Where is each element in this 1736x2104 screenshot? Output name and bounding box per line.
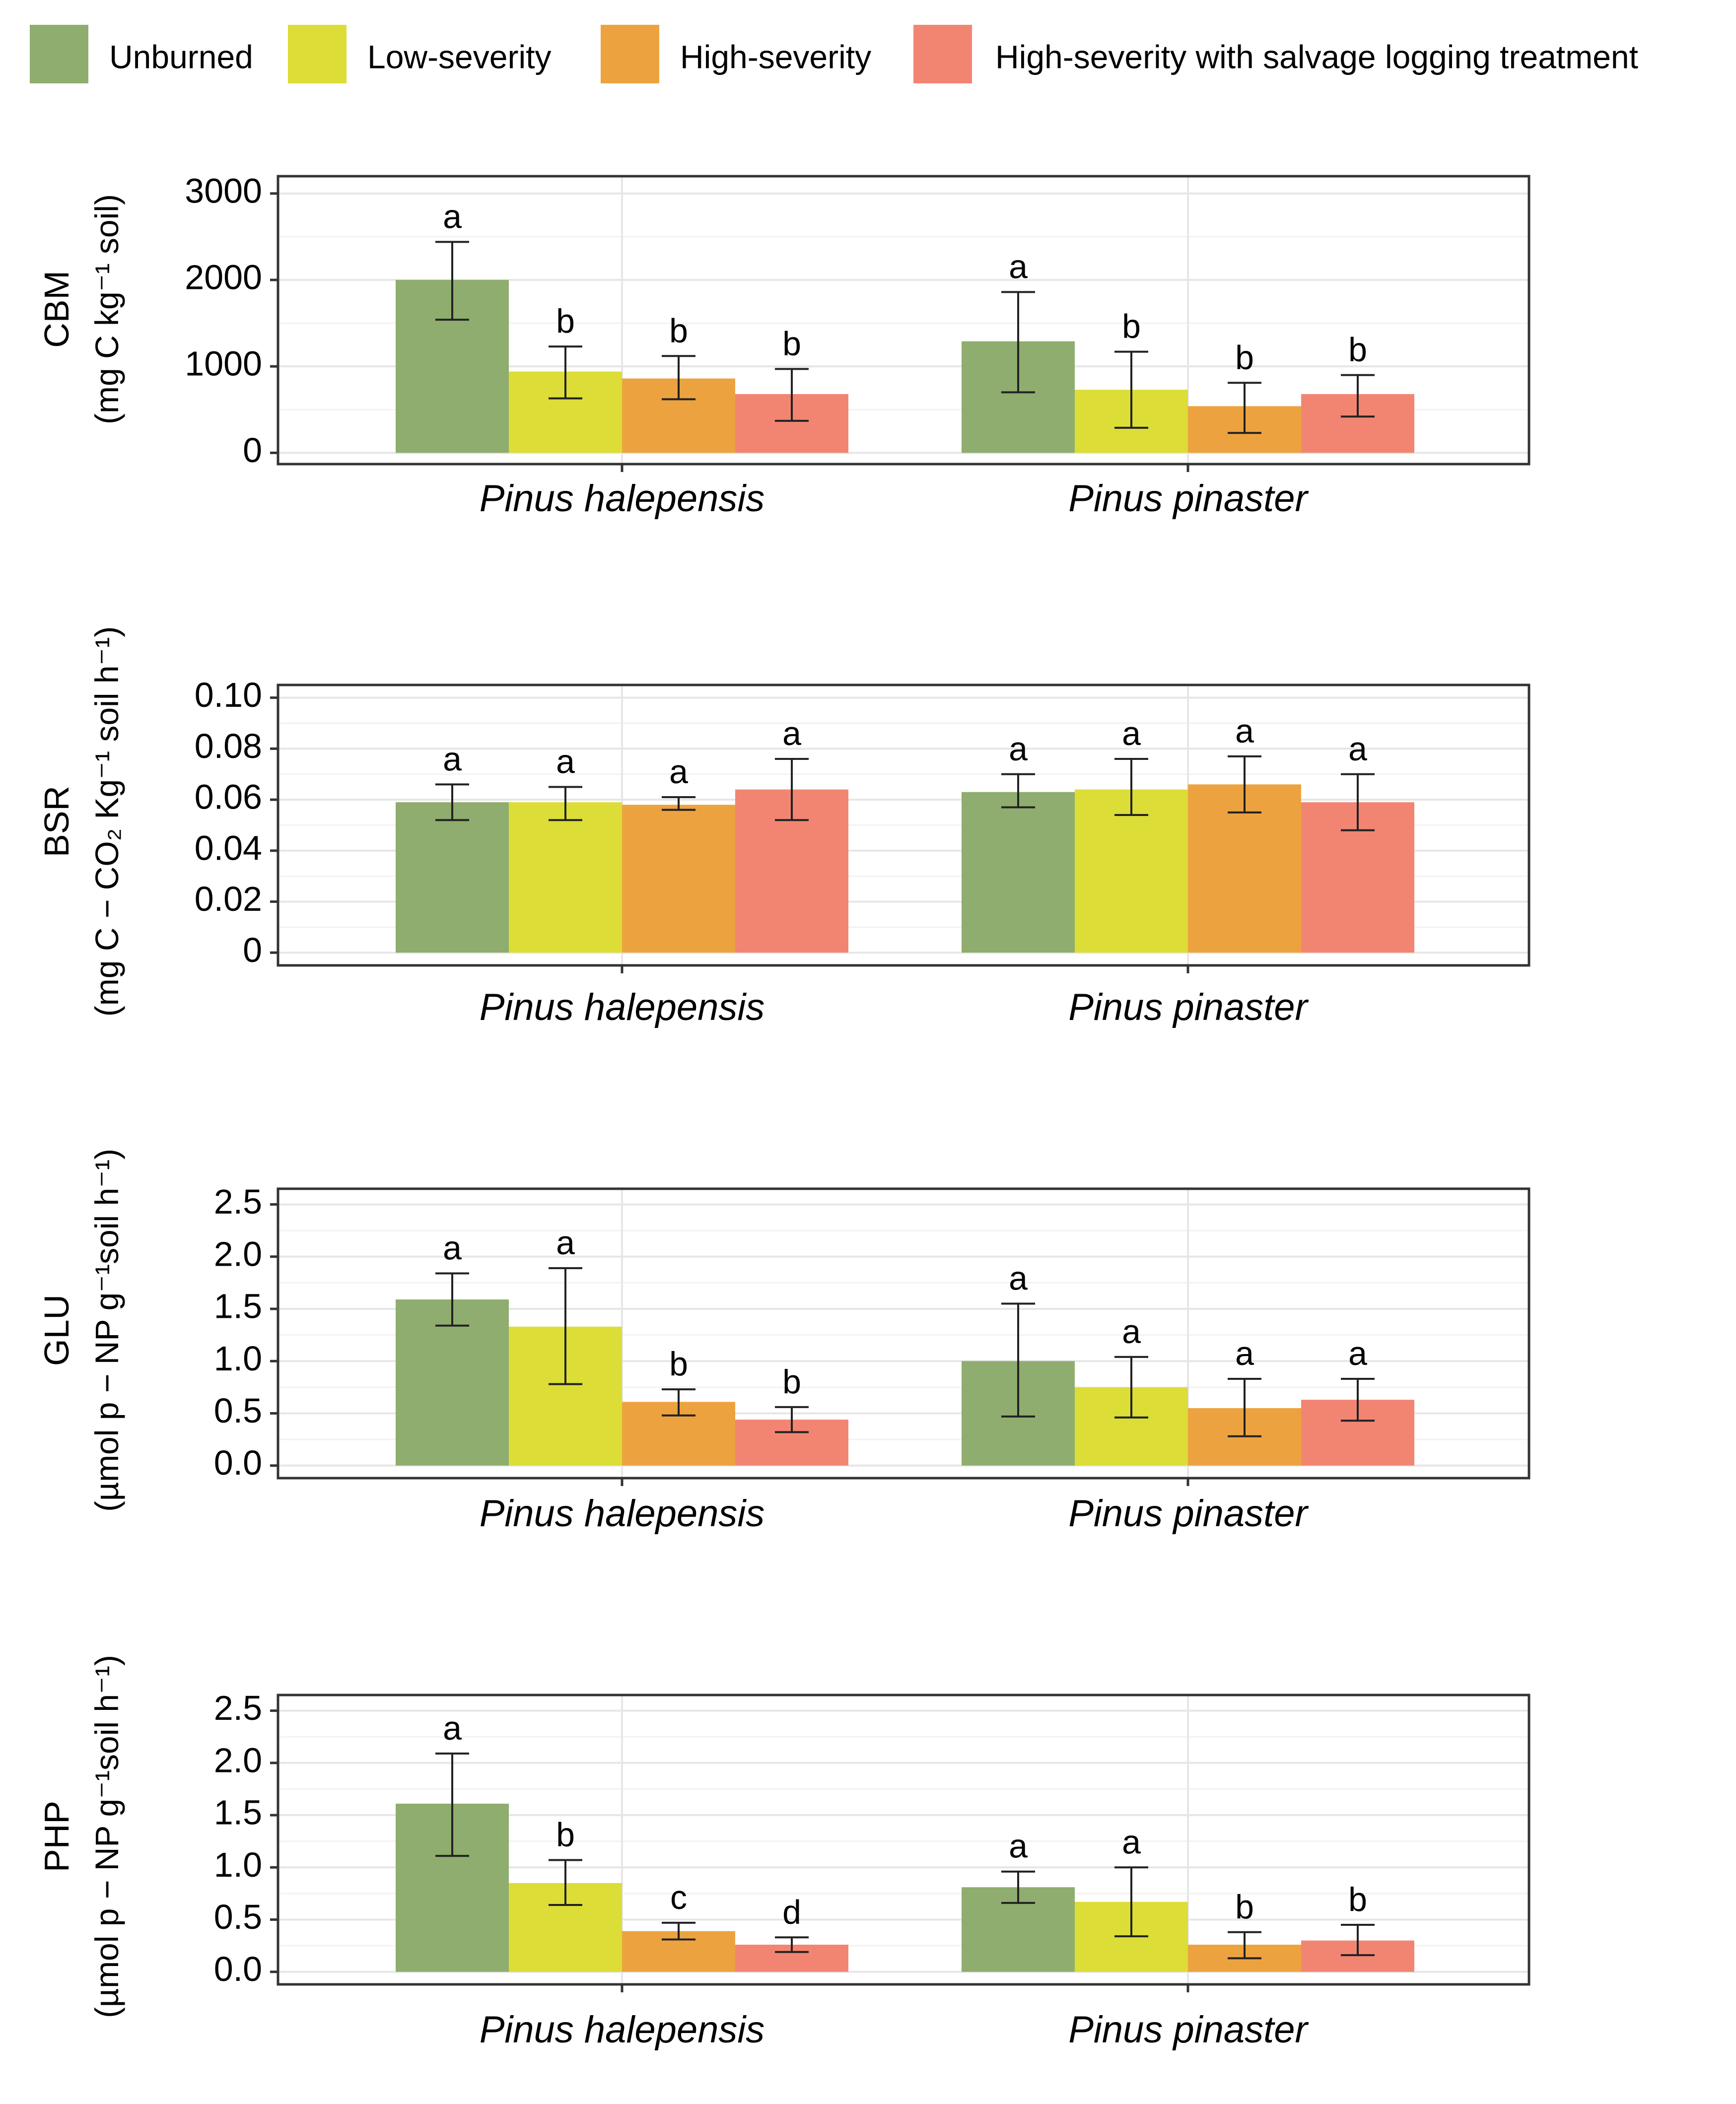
x-category-label: Pinus pinaster <box>1068 2009 1309 2051</box>
significance-letter: a <box>443 1709 462 1747</box>
y-tick-label: 3000 <box>185 171 262 210</box>
significance-letter: a <box>782 715 801 752</box>
significance-letter: b <box>782 325 801 362</box>
bar-bsr-unburned-pinus-pinaster <box>962 792 1075 953</box>
panel-cbm: a a b b b b b b 0 1000 2000 3000 Pinus halepensis Pin… <box>37 171 1530 520</box>
significance-letter: a <box>556 1224 575 1262</box>
y-axis-unit: (µmol p − NP g⁻¹soil h⁻¹) <box>88 1655 125 2018</box>
y-axis-unit: (mg C kg⁻¹ soil) <box>88 194 125 424</box>
significance-letter: a <box>443 1229 462 1267</box>
legend-label-high-severity: High-severity <box>680 38 871 75</box>
x-category-label: Pinus halepensis <box>480 2009 765 2051</box>
bar-glu-unburned-pinus-halepensis <box>396 1299 509 1466</box>
y-tick-label: 1.5 <box>214 1793 262 1832</box>
significance-letter: b <box>556 1816 575 1854</box>
significance-letter: c <box>670 1879 687 1916</box>
y-tick-label: 0.08 <box>195 727 262 765</box>
bar-bsr-unburned-pinus-halepensis <box>396 802 509 953</box>
significance-letter: d <box>782 1893 801 1931</box>
y-tick-label: 2.5 <box>214 1689 262 1727</box>
panel-bsr: a a a a a a a a 0 0.02 0.04 0.06 0.08 0.10 Pinus halep… <box>37 626 1530 1028</box>
panel-border <box>277 1187 1530 1480</box>
significance-letter: a <box>1009 730 1028 768</box>
x-category-label: Pinus halepensis <box>480 1493 765 1535</box>
y-tick-label: 0.0 <box>214 1443 262 1482</box>
y-tick-label: 2.5 <box>214 1182 262 1221</box>
y-tick-label: 1000 <box>185 344 262 383</box>
significance-letter: a <box>1122 1313 1141 1351</box>
y-axis-title: BSR <box>37 786 76 857</box>
chart-panels: a a b b b b b b 0 1000 2000 3000 Pinus halepensis Pin… <box>37 171 1530 2051</box>
y-tick-label: 0.5 <box>214 1391 262 1430</box>
significance-letter: b <box>1122 308 1141 345</box>
significance-letter: a <box>556 743 575 780</box>
legend-swatch-high-severity-with-salvage-logging-treatment <box>913 25 972 83</box>
significance-letter: a <box>1235 712 1254 750</box>
legend-label-unburned: Unburned <box>109 38 253 75</box>
x-category-label: Pinus halepensis <box>480 477 765 520</box>
significance-letter: b <box>1235 339 1254 376</box>
y-axis-title: PHP <box>37 1801 76 1872</box>
y-axis-unit: (µmol p − NP g⁻¹soil h⁻¹) <box>88 1149 125 1512</box>
significance-letter: a <box>443 198 462 235</box>
y-tick-label: 0.0 <box>214 1950 262 1988</box>
significance-letter: b <box>669 312 688 349</box>
significance-letter: a <box>1235 1335 1254 1372</box>
panel-border <box>277 683 1530 967</box>
legend-label-low-severity: Low-severity <box>367 38 551 75</box>
legend-swatch-high-severity <box>601 25 659 83</box>
significance-letter: a <box>1348 730 1367 768</box>
y-tick-label: 0 <box>243 931 262 969</box>
bar-bsr-low-severity-pinus-pinaster <box>1075 789 1188 953</box>
y-tick-label: 0.04 <box>195 828 262 867</box>
y-tick-label: 1.0 <box>214 1339 262 1378</box>
significance-letter: a <box>443 740 462 778</box>
significance-letter: a <box>1348 1335 1367 1372</box>
x-category-label: Pinus halepensis <box>480 986 765 1028</box>
y-tick-label: 0.02 <box>195 880 262 918</box>
panel-border <box>277 175 1530 466</box>
bar-bsr-low-severity-pinus-halepensis <box>509 802 622 953</box>
significance-letter: a <box>1009 1828 1028 1865</box>
y-axis-title: GLU <box>37 1294 76 1366</box>
significance-letter: a <box>1122 715 1141 752</box>
y-tick-label: 2.0 <box>214 1741 262 1779</box>
y-tick-label: 0.10 <box>195 676 262 714</box>
significance-letter: a <box>1009 1260 1028 1297</box>
significance-letter: b <box>556 302 575 340</box>
panel-glu: a a a a b a b a 0.0 0.5 1.0 1.5 2.0 2.5 Pinus halepens… <box>37 1149 1530 1535</box>
significance-letter: b <box>669 1345 688 1383</box>
significance-letter: b <box>1348 331 1367 369</box>
y-tick-label: 2000 <box>185 258 262 296</box>
y-tick-label: 1.0 <box>214 1845 262 1884</box>
significance-letter: b <box>782 1363 801 1401</box>
x-category-label: Pinus pinaster <box>1068 1493 1309 1535</box>
bar-bsr-high-severity-pinus-halepensis <box>622 805 735 953</box>
panel-border <box>277 1694 1530 1986</box>
significance-letter: a <box>1122 1823 1141 1861</box>
y-axis-title: CBM <box>37 271 76 348</box>
significance-letter: a <box>669 753 688 791</box>
significance-letter: a <box>1009 248 1028 285</box>
x-category-label: Pinus pinaster <box>1068 986 1309 1028</box>
significance-letter: b <box>1348 1881 1367 1918</box>
legend: Unburned Low-severity High-severity High-se… <box>30 25 1638 83</box>
y-tick-label: 2.0 <box>214 1234 262 1273</box>
y-tick-label: 0.06 <box>195 778 262 816</box>
legend-swatch-unburned <box>30 25 88 83</box>
legend-label-high-severity-with-salvage-logging-treatment: High-severity with salvage logging treat… <box>995 38 1638 75</box>
y-axis-unit: (mg C − CO₂ Kg⁻¹ soil h⁻¹) <box>88 626 125 1017</box>
panel-php: a a b a c b d b 0.0 0.5 1.0 1.5 2.0 2.5 Pinus halepens… <box>37 1655 1530 2051</box>
y-tick-label: 0.5 <box>214 1898 262 1936</box>
significance-letter: b <box>1235 1888 1254 1926</box>
y-tick-label: 0 <box>243 431 262 470</box>
x-category-label: Pinus pinaster <box>1068 477 1309 520</box>
legend-swatch-low-severity <box>288 25 347 83</box>
y-tick-label: 1.5 <box>214 1287 262 1326</box>
